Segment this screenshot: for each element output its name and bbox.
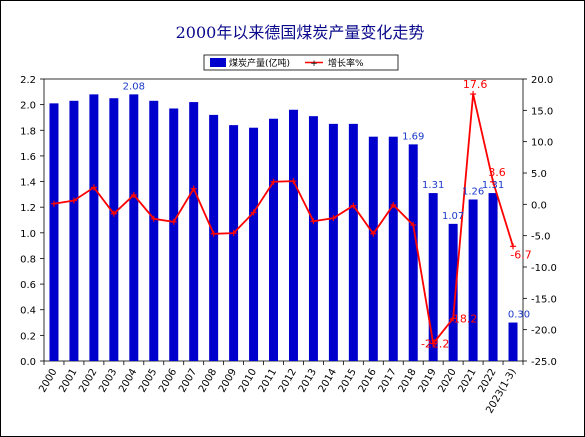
y-left-tick-label: 0.2 (20, 331, 36, 342)
bar-data-label: 0.30 (508, 310, 530, 321)
bar (209, 114, 219, 362)
y-right-tick-label: 0.0 (531, 200, 547, 211)
y-left-tick-label: 1.8 (20, 126, 36, 137)
y-right-tick-label: 5.0 (531, 169, 547, 180)
bar-data-label: 2.08 (123, 81, 145, 92)
bar (368, 136, 378, 361)
y-right-tick-label: 20.0 (531, 75, 553, 86)
line-data-label: 17.6 (463, 78, 488, 91)
y-right-tick-label: -20.0 (531, 326, 557, 337)
y-left-tick-label: 0.6 (20, 280, 36, 291)
bar (428, 193, 438, 361)
bar (269, 118, 279, 362)
line-data-label: 3.6 (488, 166, 506, 179)
legend: 煤炭产量(亿吨) + 增长率% (203, 54, 399, 71)
bar (508, 322, 518, 361)
y-left-tick-label: 0.0 (20, 357, 36, 368)
bar-data-label: 1.31 (422, 180, 444, 191)
legend-line-marker: + (310, 59, 318, 69)
line-data-label: -6.7 (510, 248, 531, 261)
axes: 0.0 0.2 0.4 0.6 0.8 1.0 1.2 1.4 1.6 1.8 2.0 2.2 -25.… (20, 75, 557, 368)
data-labels: 2.081.691.311.071.261.310.30-22.2-18.217… (123, 78, 532, 350)
y-left-tick-label: 1.6 (20, 152, 36, 163)
y-left-tick-label: 2.0 (20, 101, 36, 112)
bar-data-label: 1.69 (402, 131, 424, 142)
y-left-tick-label: 1.4 (20, 178, 36, 189)
bar (129, 94, 139, 361)
y-right-tick-label: -15.0 (531, 294, 557, 305)
y-left-tick-label: 1.2 (20, 203, 36, 214)
bar (149, 100, 159, 362)
bar (288, 109, 298, 361)
bar (328, 123, 338, 361)
y-left-tick-label: 1.0 (20, 229, 36, 240)
y-left-tick-label: 0.8 (20, 254, 36, 265)
bar (448, 223, 458, 361)
legend-bar-label: 煤炭产量(亿吨) (229, 57, 290, 69)
bar (468, 199, 478, 361)
bar (408, 144, 418, 361)
bar-data-label: 1.31 (482, 180, 504, 191)
legend-line-label: 增长率% (328, 57, 364, 69)
bar (189, 102, 199, 361)
line-data-label: -18.2 (449, 312, 477, 325)
y-right-tick-label: 10.0 (531, 138, 553, 149)
bar (249, 127, 259, 361)
y-left-tick-label: 0.4 (20, 306, 36, 317)
bar (308, 116, 318, 361)
growth-line-path (53, 93, 514, 346)
bar (89, 94, 99, 361)
bar (348, 123, 358, 361)
y-right-tick-label: 15.0 (531, 106, 553, 117)
bar (109, 98, 119, 362)
bar-data-label: 1.26 (462, 186, 484, 197)
bar (49, 103, 59, 361)
line-data-label: -22.2 (421, 337, 449, 350)
bar (488, 193, 498, 361)
growth-line (50, 91, 517, 347)
bar (388, 136, 398, 361)
bar (69, 100, 79, 362)
y-right-tick-label: -10.0 (531, 263, 557, 274)
legend-box (203, 54, 399, 71)
bar (229, 125, 239, 362)
legend-bar-swatch (210, 58, 226, 67)
chart-title: 2000年以来德国煤炭产量变化走势 (176, 23, 425, 42)
y-left-tick-label: 2.2 (20, 75, 36, 86)
bar-data-label: 1.07 (442, 211, 464, 222)
y-right-tick-label: -25.0 (531, 357, 557, 368)
bar (169, 108, 179, 362)
bars (49, 94, 518, 362)
y-right-tick-label: -5.0 (531, 232, 551, 243)
